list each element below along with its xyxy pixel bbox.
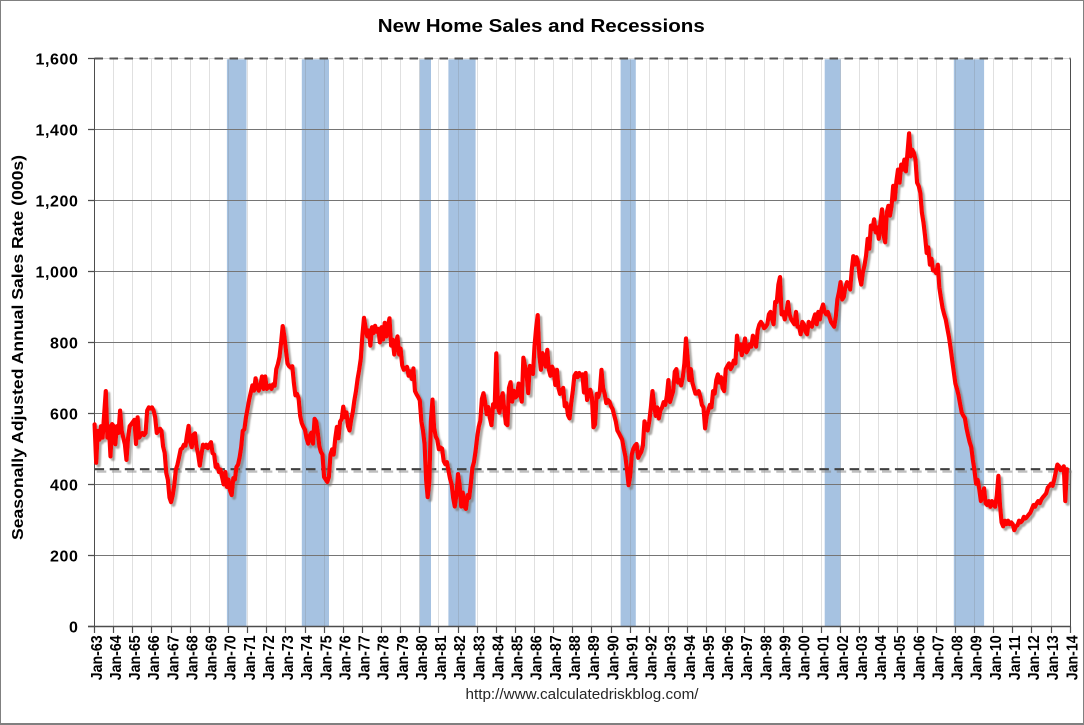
svg-text:http://www.calculatedriskblog.: http://www.calculatedriskblog.com/ <box>466 686 700 703</box>
svg-text:Jan-11: Jan-11 <box>1007 635 1024 680</box>
svg-text:Jan-10: Jan-10 <box>988 635 1005 680</box>
svg-text:Jan-02: Jan-02 <box>835 635 852 680</box>
svg-text:Jan-94: Jan-94 <box>682 635 699 680</box>
svg-text:Jan-80: Jan-80 <box>414 635 431 680</box>
svg-text:Jan-72: Jan-72 <box>261 635 278 680</box>
svg-text:Jan-98: Jan-98 <box>758 635 775 680</box>
svg-text:1,200: 1,200 <box>35 194 78 211</box>
svg-text:Jan-88: Jan-88 <box>567 635 584 680</box>
svg-text:Jan-08: Jan-08 <box>950 635 967 680</box>
svg-text:Jan-64: Jan-64 <box>108 635 125 680</box>
svg-text:1,600: 1,600 <box>35 52 78 69</box>
svg-text:Jan-68: Jan-68 <box>184 635 201 680</box>
svg-text:Jan-67: Jan-67 <box>165 635 182 680</box>
svg-text:Jan-85: Jan-85 <box>510 635 527 680</box>
svg-text:Jan-73: Jan-73 <box>280 635 297 680</box>
svg-text:Jan-63: Jan-63 <box>89 635 106 680</box>
svg-text:Jan-87: Jan-87 <box>548 635 565 680</box>
svg-text:Jan-83: Jan-83 <box>471 635 488 680</box>
svg-text:Seasonally Adjusted Annual Sal: Seasonally Adjusted Annual Sales Rate (0… <box>10 155 27 540</box>
svg-text:Jan-82: Jan-82 <box>452 635 469 680</box>
svg-text:Jan-65: Jan-65 <box>127 635 144 680</box>
svg-text:Jan-13: Jan-13 <box>1045 635 1062 680</box>
svg-text:Jan-69: Jan-69 <box>204 635 221 680</box>
svg-text:800: 800 <box>50 336 79 353</box>
svg-text:Jan-70: Jan-70 <box>223 635 240 680</box>
svg-text:Jan-95: Jan-95 <box>701 635 718 680</box>
svg-text:1,400: 1,400 <box>35 123 78 140</box>
svg-text:Jan-77: Jan-77 <box>357 635 374 680</box>
svg-text:Jan-78: Jan-78 <box>376 635 393 680</box>
svg-text:Jan-03: Jan-03 <box>854 635 871 680</box>
svg-text:Jan-04: Jan-04 <box>873 635 890 680</box>
svg-text:Jan-06: Jan-06 <box>911 635 928 680</box>
svg-text:Jan-01: Jan-01 <box>816 635 833 680</box>
svg-text:New Home Sales and Recessions: New Home Sales and Recessions <box>378 15 705 36</box>
svg-text:Jan-71: Jan-71 <box>242 635 259 680</box>
svg-text:Jan-05: Jan-05 <box>892 635 909 680</box>
svg-text:0: 0 <box>69 620 79 637</box>
svg-text:1,000: 1,000 <box>35 265 78 282</box>
svg-text:200: 200 <box>50 549 79 566</box>
svg-text:Jan-09: Jan-09 <box>969 635 986 680</box>
svg-text:Jan-96: Jan-96 <box>720 635 737 680</box>
svg-text:Jan-75: Jan-75 <box>318 635 335 680</box>
svg-text:Jan-92: Jan-92 <box>644 635 661 680</box>
svg-text:Jan-14: Jan-14 <box>1064 635 1081 680</box>
svg-text:Jan-12: Jan-12 <box>1026 635 1043 680</box>
svg-text:Jan-97: Jan-97 <box>739 635 756 680</box>
svg-text:Jan-66: Jan-66 <box>146 635 163 680</box>
svg-text:600: 600 <box>50 407 79 424</box>
svg-text:Jan-89: Jan-89 <box>586 635 603 680</box>
svg-text:Jan-00: Jan-00 <box>797 635 814 680</box>
svg-text:Jan-99: Jan-99 <box>777 635 794 680</box>
svg-text:400: 400 <box>50 478 79 495</box>
svg-text:Jan-91: Jan-91 <box>624 635 641 680</box>
svg-text:Jan-90: Jan-90 <box>605 635 622 680</box>
svg-text:Jan-07: Jan-07 <box>930 635 947 680</box>
svg-text:Jan-76: Jan-76 <box>338 635 355 680</box>
svg-text:Jan-74: Jan-74 <box>299 635 316 680</box>
svg-text:Jan-84: Jan-84 <box>491 635 508 680</box>
svg-text:Jan-86: Jan-86 <box>529 635 546 680</box>
svg-text:Jan-79: Jan-79 <box>395 635 412 680</box>
svg-text:Jan-81: Jan-81 <box>433 635 450 680</box>
svg-text:Jan-93: Jan-93 <box>663 635 680 680</box>
